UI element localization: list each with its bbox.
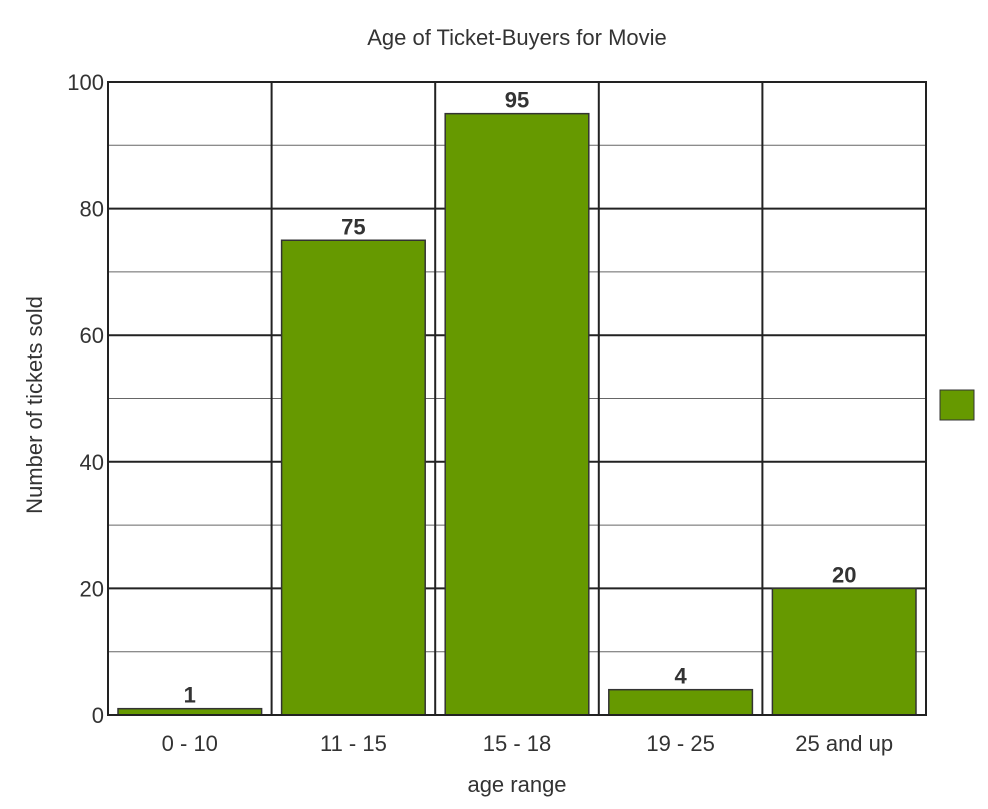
- y-axis-label: Number of tickets sold: [22, 296, 47, 514]
- data-label: 1: [184, 683, 196, 708]
- y-axis-ticks: 0 20 40 60 80 100: [67, 70, 104, 728]
- bars: [117, 112, 917, 716]
- x-tick-label: 11 - 15: [320, 731, 387, 756]
- chart-title: Age of Ticket-Buyers for Movie: [367, 25, 667, 50]
- x-tick-label: 15 - 18: [483, 731, 552, 756]
- y-tick-label: 100: [67, 70, 104, 95]
- plot-frame: [107, 81, 927, 716]
- bar: [444, 112, 590, 716]
- x-axis-label: age range: [467, 772, 566, 797]
- y-tick-label: 20: [80, 576, 104, 601]
- y-tick-label: 40: [80, 450, 104, 475]
- data-label: 75: [341, 214, 365, 239]
- y-tick-label: 60: [80, 323, 104, 348]
- legend-swatch: [939, 389, 975, 421]
- y-tick-label: 0: [92, 703, 104, 728]
- x-tick-label: 0 - 10: [162, 731, 218, 756]
- x-tick-label: 19 - 25: [646, 731, 715, 756]
- x-tick-label: 25 and up: [795, 731, 893, 756]
- plot-area: 1 75 95 4 20: [107, 81, 927, 716]
- data-labels: 1 75 95 4 20: [184, 88, 857, 708]
- bar: [771, 587, 917, 716]
- data-label: 20: [832, 562, 856, 587]
- x-axis-ticks: 0 - 10 11 - 15 15 - 18 19 - 25 25 and up: [162, 731, 893, 756]
- bar: [280, 239, 426, 716]
- data-label: 95: [505, 88, 529, 113]
- data-label: 4: [674, 664, 687, 689]
- bar: [608, 688, 754, 716]
- y-tick-label: 80: [80, 197, 104, 222]
- legend: [939, 389, 975, 421]
